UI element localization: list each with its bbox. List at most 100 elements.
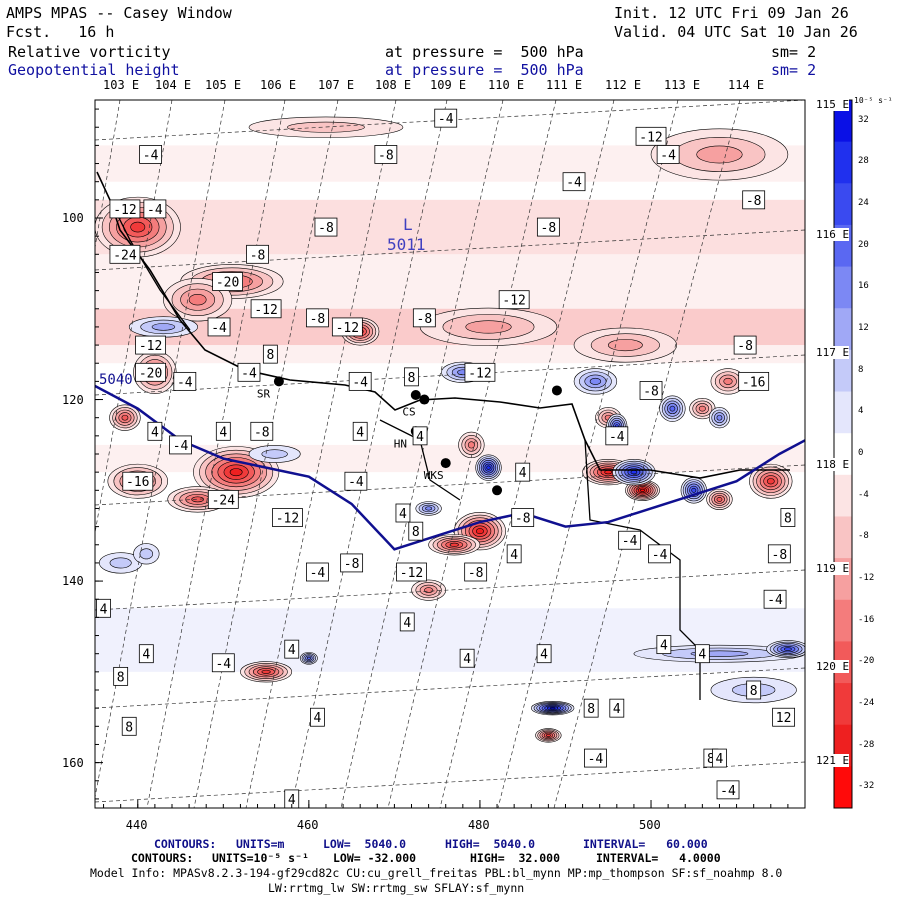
contour-label: 4 [399, 507, 407, 522]
meridian-line [553, 100, 741, 808]
y-axis-tick-label: 160 [62, 755, 84, 770]
contour-label-box [113, 666, 129, 686]
station-label: SR [257, 387, 271, 400]
colorbar-tick-label: -28 [858, 739, 875, 750]
contour-label-box [306, 308, 329, 328]
contour-label-box [412, 308, 436, 328]
vorticity-contour [723, 377, 733, 385]
colorbar-tick-label: 0 [858, 448, 864, 458]
contour-label-box [212, 272, 243, 291]
contour-label-box [143, 199, 167, 219]
contour-label: -8 [310, 312, 326, 327]
contour-label: 4 [219, 425, 227, 440]
x-axis-tick-label: 460 [296, 818, 319, 832]
contour-label: -12 [400, 566, 423, 581]
model-title: AMPS MPAS -- Casey Window [6, 4, 232, 22]
vorticity-contour [188, 294, 207, 306]
field1-smoothing: sm= 2 [771, 43, 817, 61]
vorticity-contour [716, 497, 723, 502]
height-contour-5040 [95, 384, 805, 551]
contour-label: -4 [588, 752, 604, 767]
top-longitude-label: 103 E [103, 78, 140, 92]
colorbar-tick-label: 28 [858, 156, 869, 167]
contour-label-box [716, 780, 740, 800]
contour-label: -16 [742, 375, 765, 390]
contour-label: 8 [412, 525, 420, 540]
station-label: CS [402, 406, 415, 419]
contour-label: -4 [352, 375, 368, 390]
contour-label: 8 [750, 684, 758, 699]
contour-label-box [207, 489, 239, 509]
contour-label: -8 [344, 557, 360, 572]
top-longitude-label: 108 E [375, 78, 412, 92]
contours-vort-units: UNITS=10⁻⁵ s⁻¹ [212, 851, 309, 865]
contour-label: 4 [403, 616, 411, 631]
contour-label-box [173, 371, 197, 391]
contour-label: 8 [266, 348, 274, 363]
contour-label-box [237, 362, 261, 382]
meridian-line [290, 100, 448, 808]
contour-label-box [408, 521, 424, 541]
contours-vort-label: CONTOURS: [131, 851, 194, 865]
low-center-marker: L [403, 215, 413, 234]
contour-label-box [459, 648, 475, 668]
contour-label-box [609, 698, 625, 718]
contour-label-box [434, 108, 458, 128]
vorticity-contour [604, 470, 613, 475]
contours-height-units: UNITS=m [236, 837, 285, 851]
top-longitude-label: 112 E [605, 78, 642, 92]
contour-label: -4 [566, 176, 582, 191]
contour-label: -12 [502, 294, 525, 309]
colorbar-tick-label: 4 [858, 406, 864, 417]
contour-label-box [344, 471, 368, 491]
contour-label-box [211, 653, 235, 673]
vorticity-contour [691, 487, 697, 493]
vorticity-contour [696, 145, 743, 164]
forecast-hour: Fcst. 16 h [6, 23, 115, 41]
contour-label: 4 [151, 425, 159, 440]
contour-label-box [733, 335, 757, 355]
vorticity-contour [766, 478, 775, 485]
contour-label-box [306, 562, 329, 582]
contour-label-box [635, 126, 667, 146]
contour-label: -8 [746, 194, 762, 209]
vorticity-contour [109, 557, 132, 569]
contour-label-box [807, 776, 821, 794]
vorticity-contour [698, 405, 706, 412]
top-longitude-label: 109 E [430, 78, 467, 92]
contour-label-box [310, 707, 325, 727]
contour-label-box [639, 381, 663, 400]
colorbar-tick-label: -16 [858, 614, 875, 625]
contour-label-box [618, 530, 642, 550]
vorticity-contour [784, 647, 792, 651]
contour-label-box [562, 172, 586, 192]
vorticity-contour [630, 470, 638, 475]
colorbar-segment [834, 474, 852, 517]
vorticity-contour [716, 414, 723, 421]
field2-smoothing: sm= 2 [771, 61, 817, 79]
contour-label-box [348, 371, 372, 391]
colorbar-tick-label: 20 [858, 239, 869, 250]
contour-label-box [284, 639, 300, 659]
contours-height-high: HIGH= 5040.0 [445, 837, 536, 851]
contour-label: -8 [417, 312, 433, 327]
vorticity-contour [475, 528, 484, 535]
contour-label: -12 [468, 366, 491, 381]
colorbar-tick-label: -20 [858, 656, 875, 667]
right-longitude-label: 116 E [816, 228, 850, 241]
contour-label: 4 [313, 711, 321, 726]
contour-label-box [536, 217, 560, 237]
x-axis-tick-label: 440 [125, 818, 148, 832]
colorbar-tick-label: -32 [858, 781, 875, 792]
contour-label: -4 [348, 475, 364, 490]
contour-label-box [583, 698, 599, 718]
contour-label: 12 [776, 711, 792, 726]
vorticity-contour [229, 468, 243, 477]
station-marker [551, 385, 562, 396]
top-longitude-label: 111 E [546, 78, 583, 92]
contour-label-box [464, 362, 496, 382]
vorticity-contour [607, 339, 643, 352]
colorbar-tick-label: 8 [858, 364, 864, 375]
contour-label-box [352, 421, 368, 441]
contour-label-box [96, 598, 111, 618]
